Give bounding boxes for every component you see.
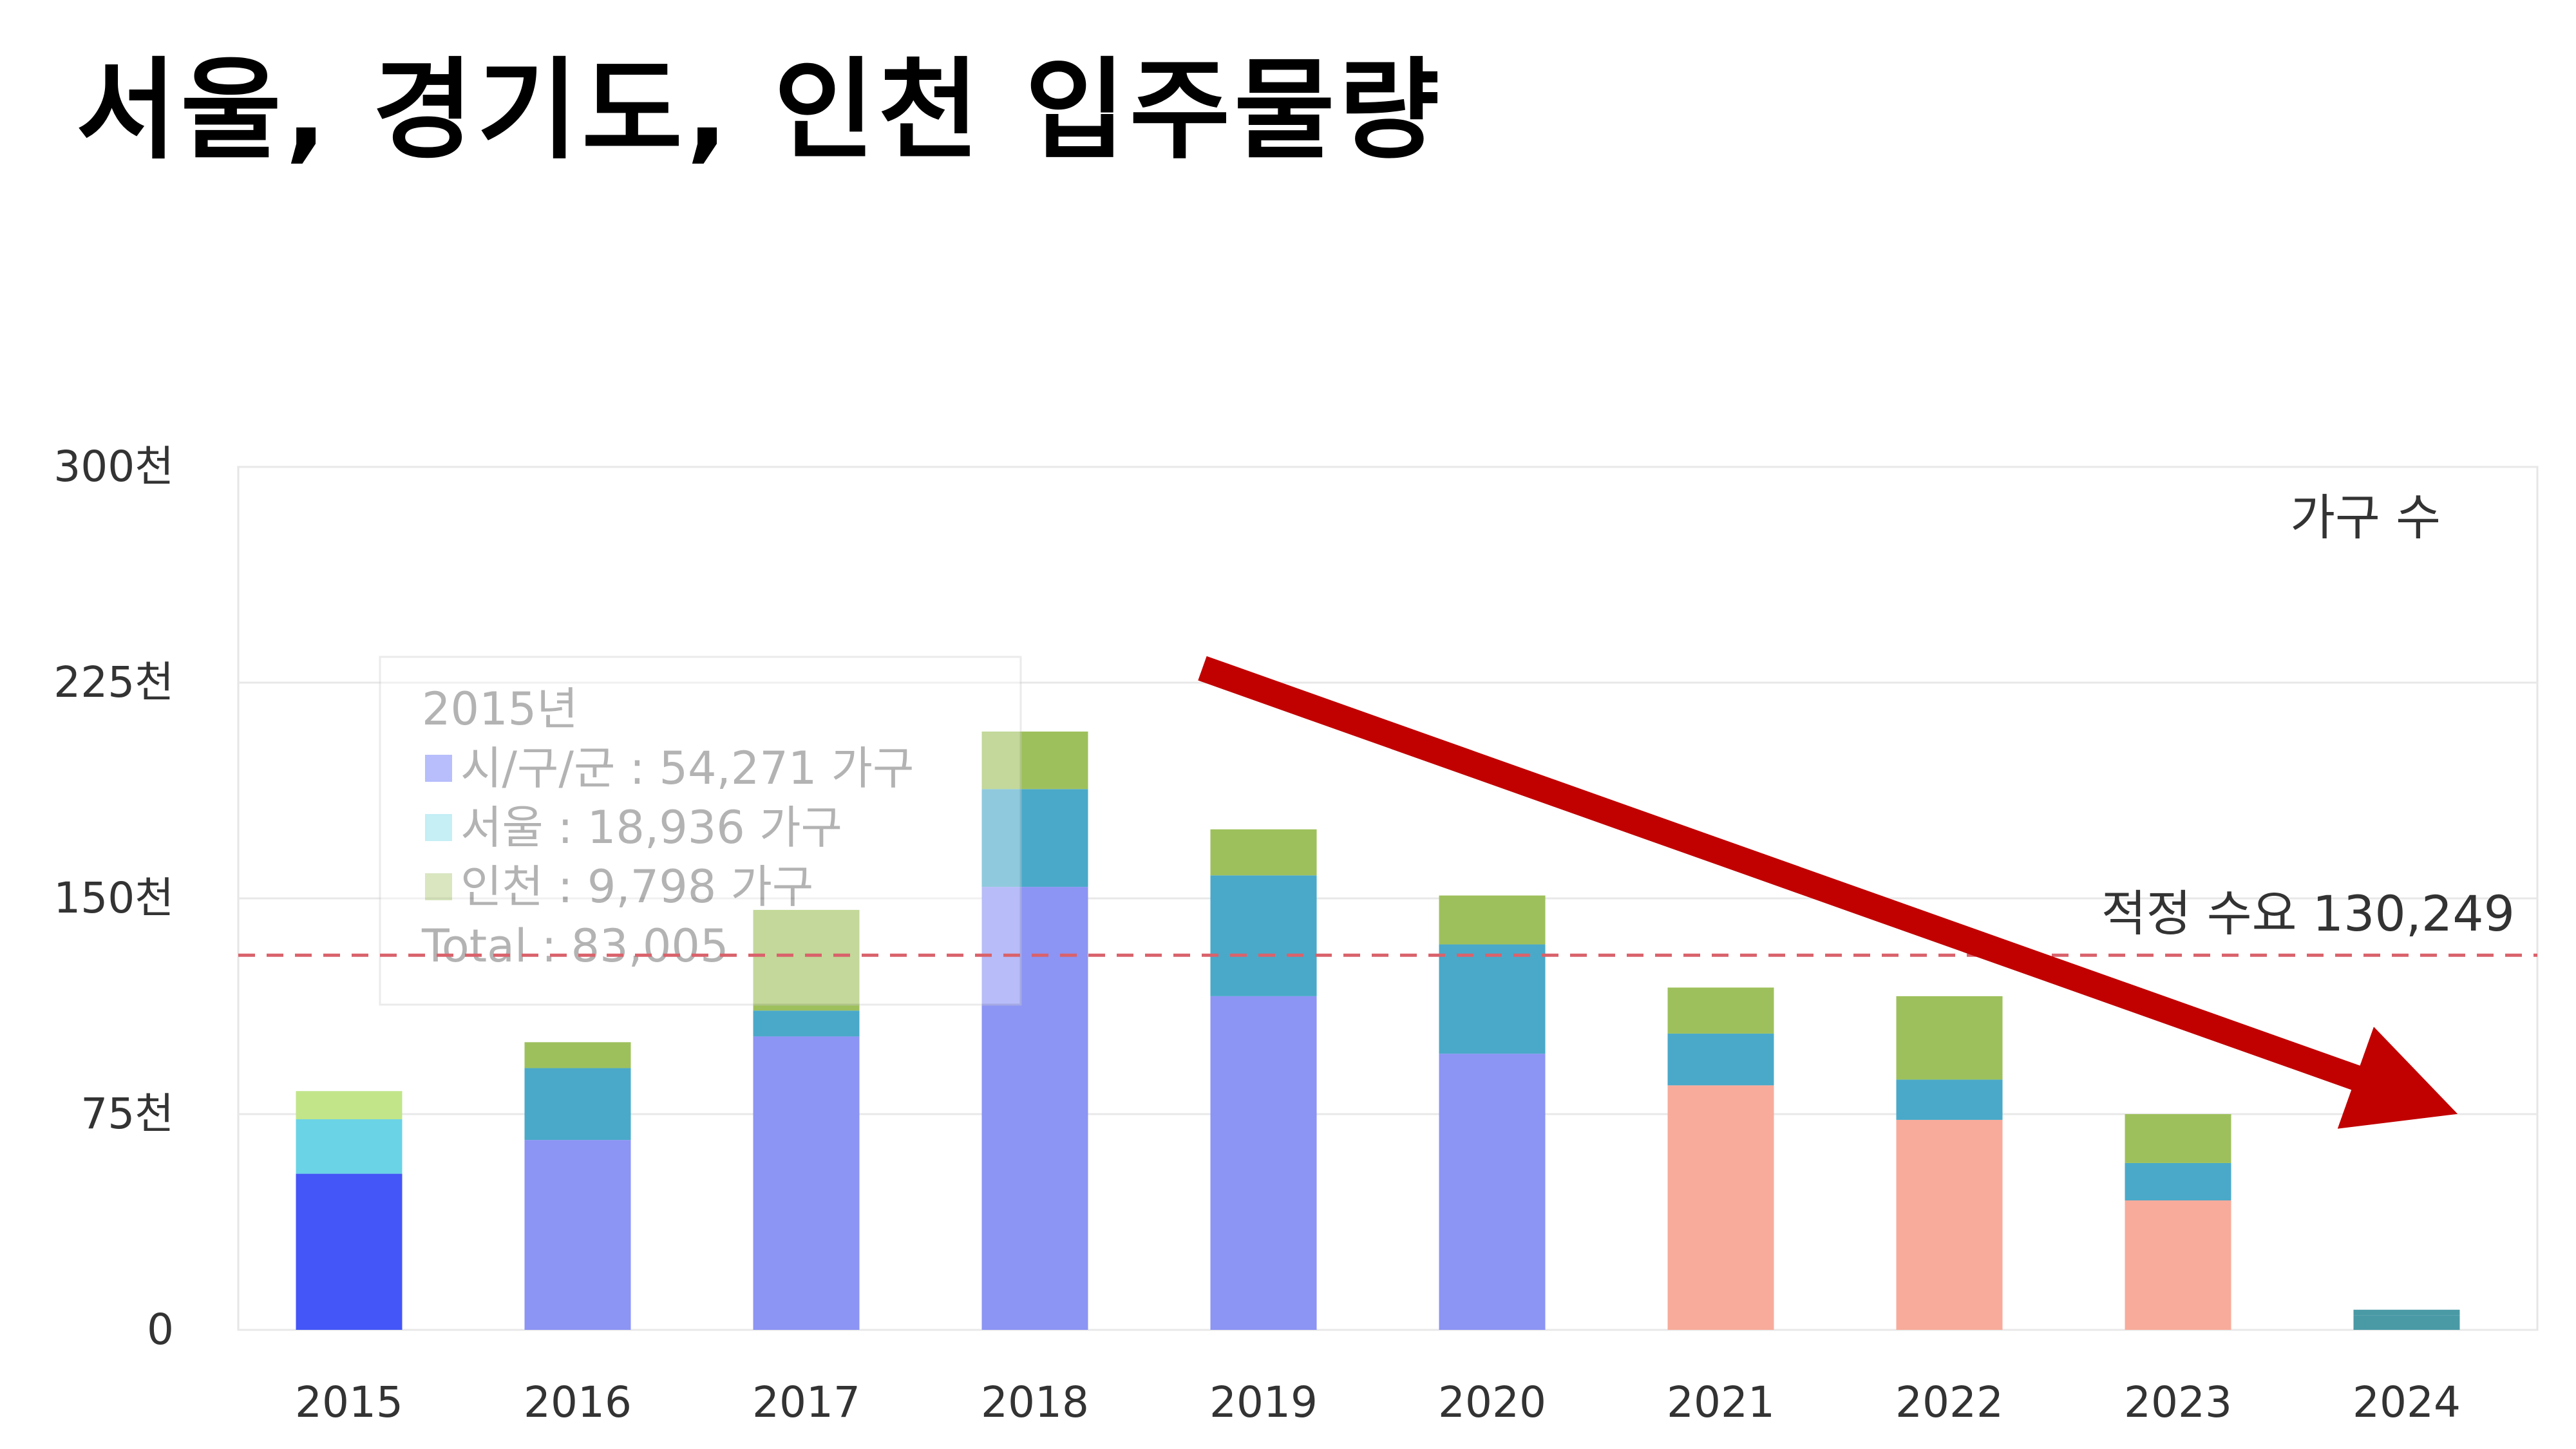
- bar-segment: [981, 731, 1088, 790]
- bar-segment: [296, 1091, 402, 1120]
- reference-line-group: 적정 수요 130,249: [238, 885, 2537, 957]
- bar-segment: [1896, 996, 2003, 1080]
- bar-segment: [1439, 944, 1546, 1054]
- bar-segment: [1439, 895, 1546, 945]
- bar-segment: [1439, 1054, 1546, 1330]
- tooltip-line: 서울 : 18,936 가구: [460, 801, 842, 854]
- x-axis-ticks: 2015 2016 2017 2018 2019 2020 2021 2022 2023 2024: [295, 1378, 2461, 1427]
- tooltip-line: 2015년: [422, 683, 578, 735]
- x-tick-label: 2015: [295, 1378, 403, 1427]
- bar-segment: [2125, 1200, 2231, 1330]
- bar-segment: [753, 1036, 860, 1330]
- bar-segment: [1667, 1033, 1774, 1086]
- bar-segment: [524, 1042, 631, 1068]
- x-tick-label: 2018: [981, 1378, 1089, 1427]
- page-title: 서울, 경기도, 인천 입주물량: [76, 47, 1444, 175]
- bar-segment: [296, 1119, 402, 1174]
- y-tick-label: 300천: [53, 442, 174, 491]
- tooltip-swatch: [425, 873, 452, 900]
- bar-segment: [2353, 1315, 2460, 1330]
- y-axis-ticks: 0 75천 150천 225천 300천: [53, 442, 174, 1354]
- bar-segment: [753, 909, 860, 1011]
- x-tick-label: 2022: [1895, 1378, 2003, 1427]
- trend-arrow-group: [1198, 656, 2458, 1129]
- bar-segment: [1896, 1079, 2003, 1120]
- y-tick-label: 75천: [80, 1089, 174, 1139]
- tooltip-swatch: [425, 814, 452, 841]
- x-tick-label: 2021: [1667, 1378, 1775, 1427]
- bar-segment: [2125, 1162, 2231, 1200]
- tooltip-line: 시/구/군 : 54,271 가구: [460, 742, 914, 795]
- bar-segment: [524, 1140, 631, 1330]
- bar-segment: [981, 789, 1088, 887]
- y-tick-label: 225천: [53, 658, 174, 707]
- y-tick-label: 150천: [53, 873, 174, 923]
- bars: [296, 731, 2460, 1330]
- x-tick-label: 2019: [1209, 1378, 1318, 1427]
- bar-segment: [2125, 1114, 2231, 1163]
- y-tick-label: 0: [147, 1305, 174, 1354]
- bar-segment: [1210, 996, 1317, 1330]
- bar-segment: [981, 887, 1088, 1330]
- x-tick-label: 2024: [2353, 1378, 2461, 1427]
- bar-segment: [1667, 987, 1774, 1034]
- bar-segment: [1210, 875, 1317, 996]
- bar-segment: [2353, 1309, 2460, 1316]
- tooltip-box: [379, 656, 1022, 1006]
- x-tick-label: 2017: [752, 1378, 860, 1427]
- unit-label: 가구 수: [2290, 489, 2441, 546]
- bar-segment: [753, 1010, 860, 1037]
- tooltip-swatch: [425, 755, 452, 782]
- bar-segment: [1896, 1119, 2003, 1330]
- bar-segment: [524, 1068, 631, 1141]
- x-tick-label: 2016: [524, 1378, 632, 1427]
- tooltip-line: 인천 : 9,798 가구: [460, 860, 813, 913]
- bar-segment: [1667, 1085, 1774, 1330]
- reference-line-label: 적정 수요 130,249: [2101, 885, 2515, 942]
- trend-arrow: [1198, 656, 2458, 1129]
- bar-segment: [296, 1173, 402, 1330]
- tooltip-line: Total : 83,005: [421, 920, 729, 972]
- x-tick-label: 2020: [1438, 1378, 1546, 1427]
- bar-segment: [1210, 829, 1317, 876]
- x-tick-label: 2023: [2124, 1378, 2232, 1427]
